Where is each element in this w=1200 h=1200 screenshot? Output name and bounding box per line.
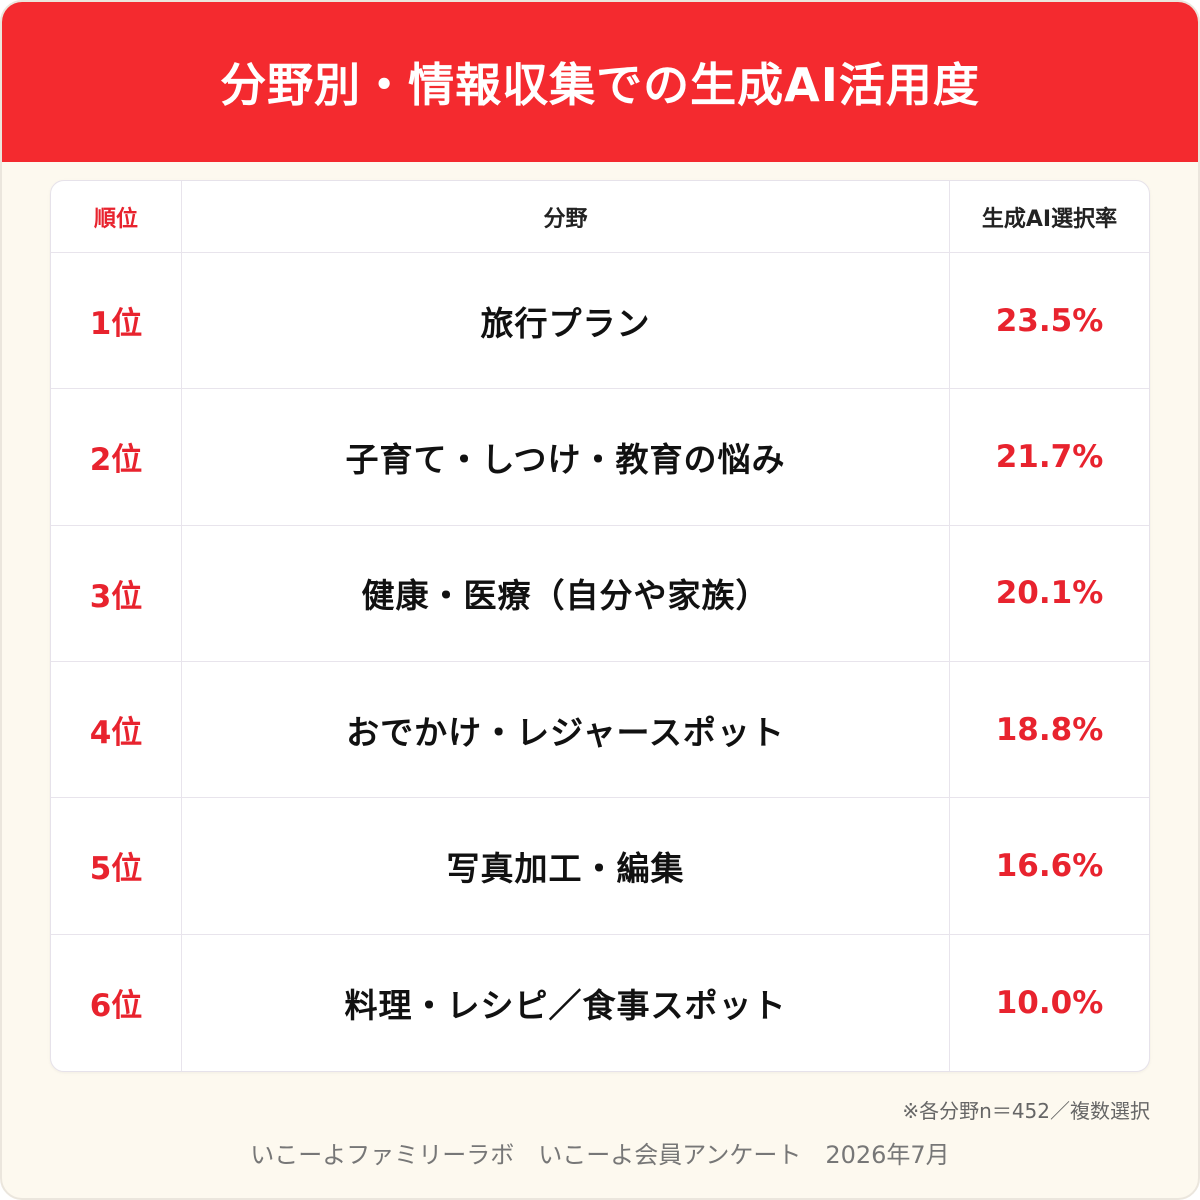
sample-note: ※各分野n＝452／複数選択 [902, 1099, 1150, 1123]
rank-cell: 1位 [51, 253, 182, 390]
field-cell: 写真加工・編集 [182, 798, 950, 935]
ranking-table: 順位 分野 生成AI選択率 1位 旅行プラン 23.5% 2位 子育て・しつけ・… [50, 180, 1150, 1072]
chart-title: 分野別・情報収集での生成AI活用度 [220, 58, 980, 112]
field-cell: おでかけ・レジャースポット [182, 661, 950, 799]
title-banner: 分野別・情報収集での生成AI活用度 [2, 2, 1198, 162]
rate-cell: 16.6% [950, 798, 1149, 935]
source-credit: いこーよファミリーラボ いこーよ会員アンケート 2026年7月 [250, 1141, 950, 1169]
field-cell: 健康・医療（自分や家族） [182, 525, 950, 662]
rate-cell: 20.1% [950, 526, 1149, 662]
field-cell: 旅行プラン [182, 253, 950, 390]
rate-cell: 10.0% [995, 984, 1104, 1021]
rate-cell: 23.5% [950, 253, 1149, 390]
field-cell: 料理・レシピ／食事スポット [182, 934, 950, 1071]
rank-cell: 4位 [51, 661, 182, 799]
rate-cell: 21.7% [950, 389, 1149, 526]
field-cell: 子育て・しつけ・教育の悩み [182, 389, 950, 526]
column-header-rate: 生成AI選択率 [950, 181, 1149, 253]
rank-cell: 5位 [51, 798, 182, 935]
rank-cell: 6位 [51, 934, 182, 1071]
rate-cell: 18.8% [950, 662, 1149, 799]
column-header-field: 分野 [182, 181, 950, 253]
rank-cell: 3位 [51, 525, 182, 662]
rank-cell: 2位 [51, 389, 182, 526]
column-header-rank: 順位 [51, 181, 182, 253]
